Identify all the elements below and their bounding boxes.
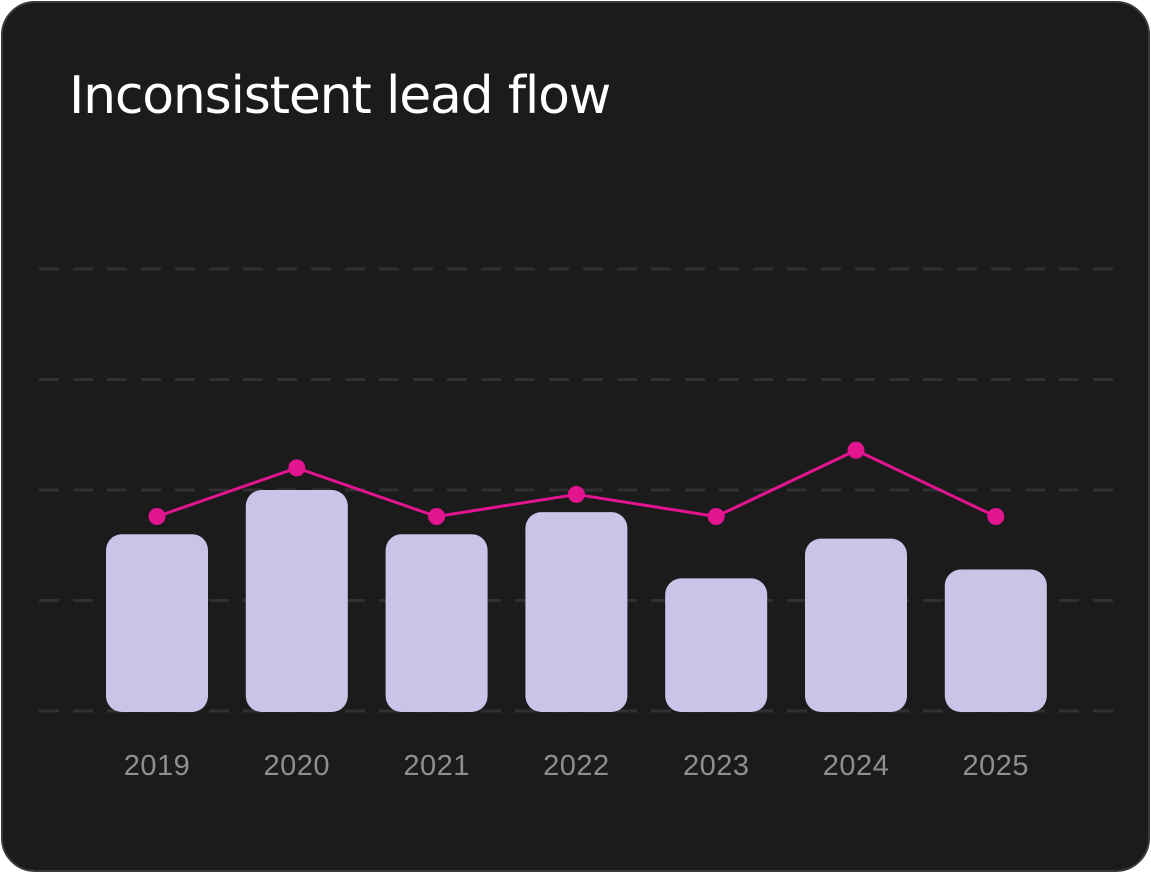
bar-2021 (385, 534, 488, 712)
trend-point-2020 (288, 459, 306, 477)
x-tick-label: 2025 (963, 750, 1030, 782)
trend-point-2021 (428, 508, 446, 526)
lead-flow-chart: 2019 2020 2021 2022 2023 2024 2025 (39, 267, 1118, 782)
chart-title: Inconsistent lead flow (69, 66, 611, 126)
x-tick-label: 2020 (264, 750, 331, 782)
bar-2025 (944, 569, 1047, 712)
x-tick-label: 2021 (403, 750, 470, 782)
bar-2022 (525, 512, 628, 712)
bar-2024 (805, 538, 907, 712)
trend-point-2024 (847, 441, 865, 459)
bar-2019 (106, 534, 208, 712)
x-tick-label: 2023 (683, 750, 750, 782)
bar-2023 (665, 578, 768, 712)
bar-2020 (245, 490, 348, 712)
trend-point-2019 (148, 508, 166, 526)
x-tick-label: 2024 (823, 750, 890, 782)
trend-point-2023 (707, 508, 725, 526)
trend-point-2025 (987, 508, 1005, 526)
trend-point-2022 (567, 485, 585, 503)
x-tick-label: 2019 (124, 750, 191, 782)
x-tick-label: 2022 (543, 750, 610, 782)
